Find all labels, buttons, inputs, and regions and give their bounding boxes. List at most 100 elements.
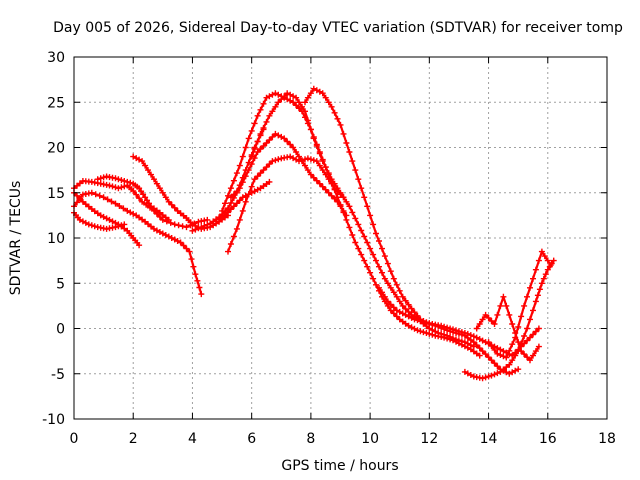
data-point-marker <box>384 298 391 305</box>
data-point-marker <box>254 149 261 155</box>
data-point-marker <box>396 298 403 305</box>
data-point-marker <box>438 322 445 329</box>
x-tick-label: 4 <box>188 431 197 447</box>
data-point-marker <box>393 293 400 300</box>
data-point-marker <box>482 311 489 318</box>
data-point-marker <box>74 192 80 199</box>
data-point-marker <box>461 330 468 336</box>
data-point-marker <box>444 332 451 339</box>
data-point-marker <box>420 318 427 325</box>
y-tick-label: 5 <box>56 276 65 292</box>
data-point-marker <box>304 155 311 162</box>
data-point-marker <box>390 310 397 317</box>
data-point-marker <box>233 189 240 196</box>
data-point-marker <box>506 361 513 368</box>
data-point-marker <box>367 269 374 276</box>
data-point-marker <box>515 339 522 346</box>
series-sat-l <box>213 178 273 223</box>
data-point-marker <box>293 94 300 101</box>
data-point-marker <box>381 293 388 300</box>
data-point-marker <box>325 99 332 106</box>
data-point-marker <box>355 176 362 183</box>
data-series <box>71 85 557 382</box>
data-point-marker <box>180 242 187 249</box>
data-point-marker <box>361 194 368 201</box>
data-point-marker <box>438 330 445 337</box>
data-point-marker <box>381 275 388 282</box>
data-point-marker <box>488 343 495 349</box>
data-point-marker <box>257 132 264 139</box>
data-point-marker <box>509 357 516 364</box>
data-point-marker <box>260 126 267 133</box>
data-point-marker <box>509 341 516 348</box>
data-point-marker <box>100 194 107 201</box>
data-point-marker <box>260 167 267 174</box>
series-sat-b <box>71 189 143 249</box>
data-point-marker <box>376 263 382 270</box>
data-point-marker <box>494 370 501 377</box>
data-point-marker <box>500 293 507 300</box>
data-point-marker <box>367 245 374 252</box>
data-point-marker <box>376 238 382 244</box>
x-tick-label: 0 <box>70 431 79 447</box>
data-point-marker <box>266 178 273 185</box>
data-point-marker <box>194 277 201 284</box>
data-point-marker <box>441 323 448 330</box>
data-point-marker <box>115 185 122 192</box>
data-point-marker <box>458 329 465 336</box>
data-point-marker <box>491 321 498 327</box>
data-point-marker <box>230 203 237 210</box>
data-point-marker <box>521 333 528 339</box>
data-point-marker <box>260 100 267 107</box>
y-tick-label: 20 <box>47 141 65 157</box>
data-point-marker <box>118 177 125 184</box>
data-point-marker <box>337 191 344 198</box>
data-point-marker <box>512 352 519 359</box>
data-point-marker <box>506 311 513 318</box>
data-point-marker <box>263 140 270 146</box>
data-point-marker <box>227 206 234 213</box>
data-point-marker <box>352 167 359 174</box>
data-point-marker <box>116 203 123 209</box>
data-point-marker <box>491 346 498 353</box>
data-point-marker <box>379 245 385 252</box>
data-point-marker <box>435 330 442 336</box>
x-tick-label: 12 <box>420 431 438 447</box>
data-point-marker <box>379 289 385 296</box>
y-tick-label: 25 <box>47 95 65 111</box>
data-point-marker <box>485 314 492 321</box>
data-point-marker <box>245 135 252 142</box>
data-point-marker <box>387 307 394 314</box>
series-line <box>303 87 520 375</box>
data-point-marker <box>337 203 344 210</box>
data-point-marker <box>236 182 243 189</box>
data-point-marker <box>304 167 311 174</box>
data-point-marker <box>302 108 308 115</box>
data-point-marker <box>307 156 314 163</box>
data-point-marker <box>257 170 264 177</box>
data-point-marker <box>491 360 498 367</box>
data-point-marker <box>100 174 107 181</box>
y-tick-label: 30 <box>47 50 65 66</box>
data-point-marker <box>393 281 400 288</box>
data-point-marker <box>441 331 448 338</box>
data-point-marker <box>124 178 131 185</box>
data-point-marker <box>337 121 344 128</box>
data-point-marker <box>263 164 270 171</box>
data-point-marker <box>189 227 196 234</box>
data-point-marker <box>248 183 255 190</box>
data-point-marker <box>322 186 329 193</box>
data-point-marker <box>535 257 542 264</box>
data-point-marker <box>88 222 95 229</box>
data-point-marker <box>485 339 492 346</box>
data-point-marker <box>473 325 480 332</box>
x-tick-label: 16 <box>539 431 557 447</box>
data-point-marker <box>153 180 160 187</box>
data-point-marker <box>275 99 282 106</box>
data-point-marker <box>521 351 528 358</box>
data-point-marker <box>367 212 374 219</box>
data-point-marker <box>242 198 249 205</box>
data-point-marker <box>188 256 195 263</box>
data-point-marker <box>479 375 486 382</box>
data-point-marker <box>358 251 365 258</box>
